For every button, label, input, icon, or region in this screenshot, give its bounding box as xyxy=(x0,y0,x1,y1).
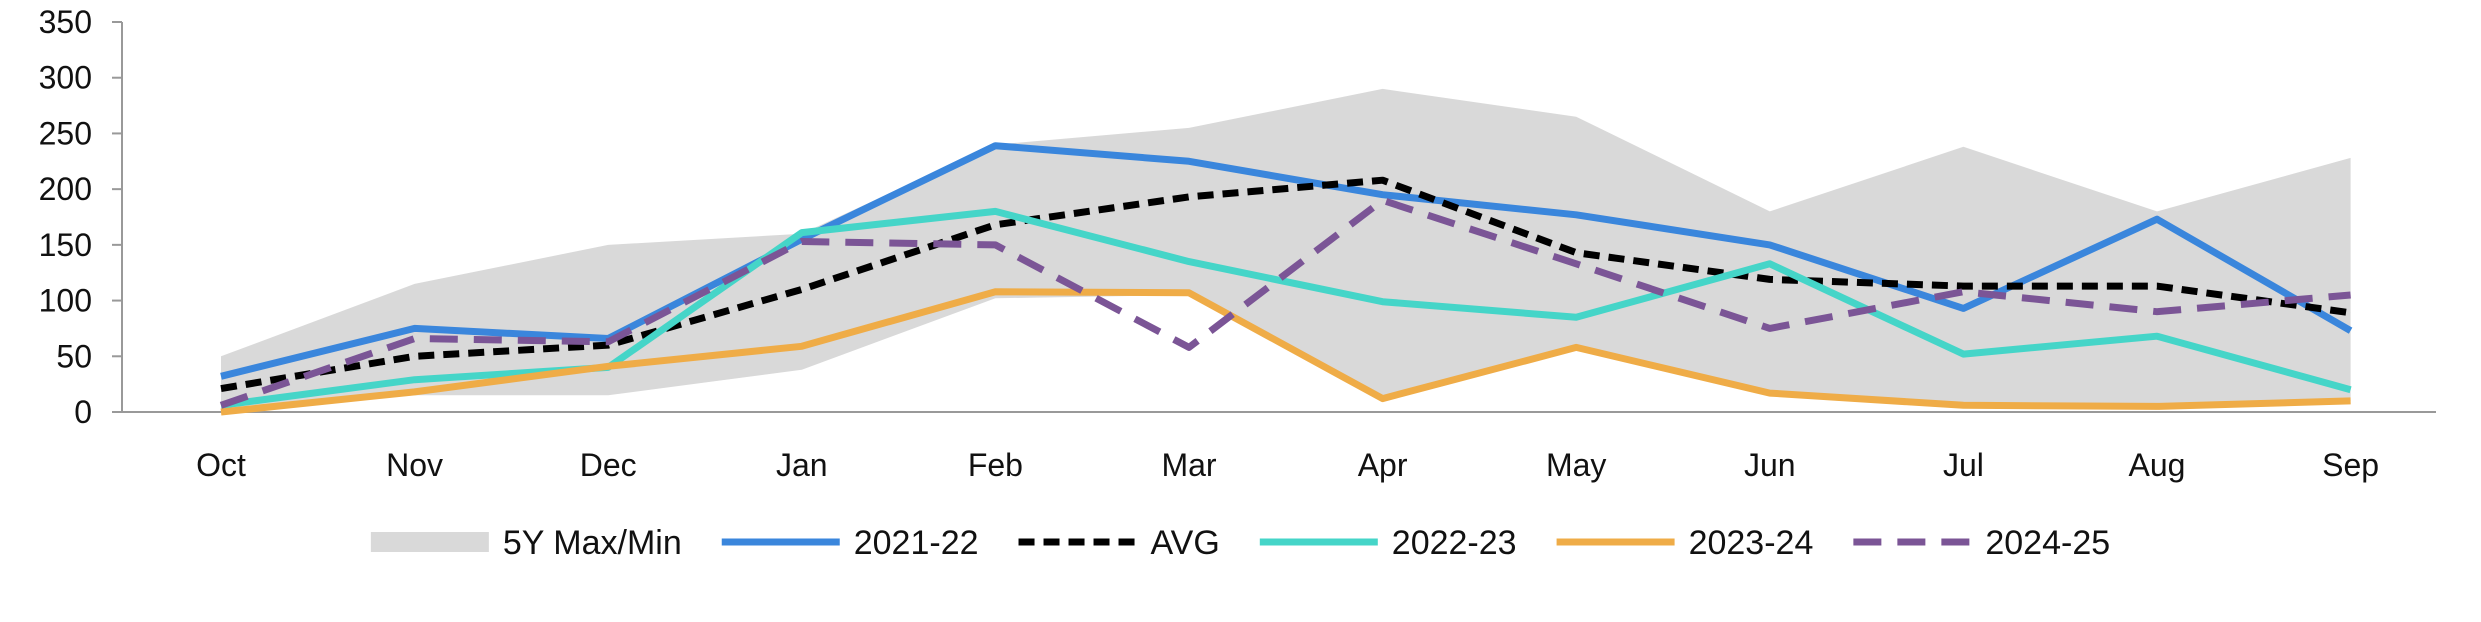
legend-label: AVG xyxy=(1151,524,1220,562)
legend-item: 5Y Max/Min xyxy=(370,524,682,562)
legend-item: 2021-22 xyxy=(721,524,979,562)
x-tick-label: Dec xyxy=(580,447,637,483)
legend-item: 2022-23 xyxy=(1259,524,1517,562)
axis-layer: 0 50 100 150 200 250 300 350 Oct Nov Dec Jan Feb Mar A… xyxy=(39,4,2436,483)
y-tick-label: 50 xyxy=(56,338,92,374)
y-tick-label: 100 xyxy=(39,283,92,319)
y-tick-label: 300 xyxy=(39,60,92,96)
legend-label: 2021-22 xyxy=(854,524,979,562)
y-tick-label: 150 xyxy=(39,227,92,263)
legend-swatch xyxy=(370,532,489,552)
x-tick-label: May xyxy=(1546,447,1606,483)
y-tick-label: 0 xyxy=(74,394,92,430)
x-tick-label: Jul xyxy=(1943,447,1984,483)
x-tick-label: Feb xyxy=(968,447,1023,483)
y-tick-label: 250 xyxy=(39,115,92,151)
x-tick-label: Jun xyxy=(1744,447,1796,483)
series-layer xyxy=(219,142,2353,416)
legend-item: 2024-25 xyxy=(1853,524,2110,562)
legend-label: 5Y Max/Min xyxy=(503,524,682,562)
legend: 5Y Max/Min 2021-22 AVG 2022-23 2023-24 2024-2… xyxy=(370,524,2110,562)
x-tick-label: Oct xyxy=(196,447,246,483)
x-tick-label: Apr xyxy=(1358,447,1408,483)
legend-item: AVG xyxy=(1018,524,1220,562)
x-tick-label: Mar xyxy=(1161,447,1216,483)
y-tick-label: 350 xyxy=(39,4,92,40)
y-tick-label: 200 xyxy=(39,171,92,207)
series-line-2024-25 xyxy=(219,196,2351,409)
x-tick-label: Nov xyxy=(386,447,443,483)
x-tick-label: Sep xyxy=(2322,447,2379,483)
series-line-avg xyxy=(220,176,2352,393)
max-min-band xyxy=(221,88,2351,413)
x-tick-label: Aug xyxy=(2129,447,2186,483)
legend-label: 2023-24 xyxy=(1689,524,1814,562)
legend-label: 2024-25 xyxy=(1985,524,2110,562)
x-tick-label: Jan xyxy=(776,447,828,483)
series-line-2023-24 xyxy=(220,288,2351,416)
legend-label: 2022-23 xyxy=(1392,524,1517,562)
band-layer xyxy=(221,88,2351,413)
legend-item: 2023-24 xyxy=(1556,524,1814,562)
